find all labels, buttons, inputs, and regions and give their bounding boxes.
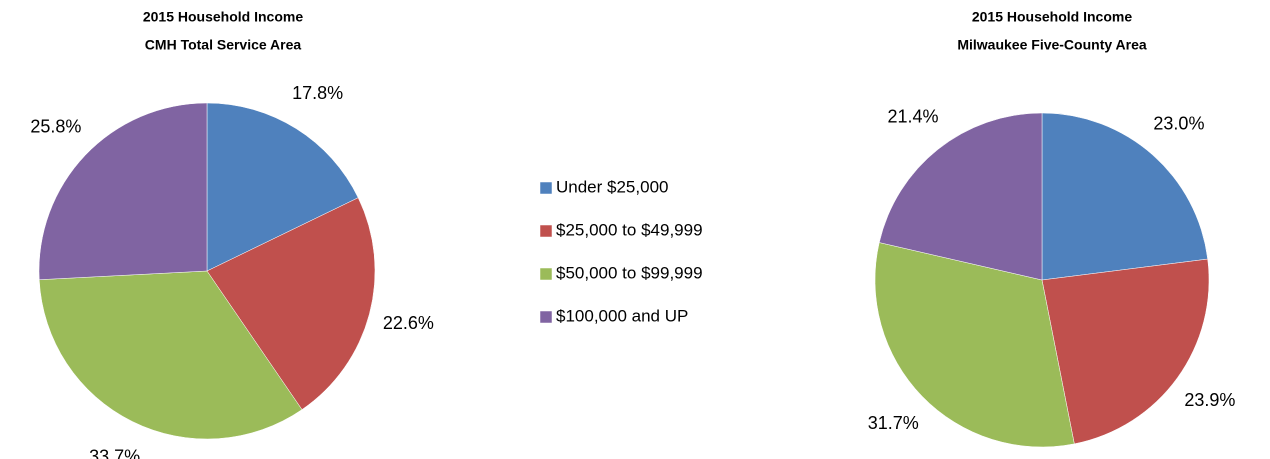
- pie-slice: [206, 102, 359, 272]
- pie-slice: [38, 102, 208, 280]
- legend-label: $25,000 to $49,999: [556, 220, 703, 239]
- chart-subtitle: CMH Total Service Area: [145, 37, 302, 53]
- data-label: 21.4%: [888, 107, 939, 127]
- chart-title: 2015 Household Income: [143, 9, 303, 25]
- pie-slice: [878, 112, 1043, 281]
- data-label: 25.8%: [30, 116, 81, 136]
- legend-label: Under $25,000: [556, 177, 668, 196]
- pie-slice: [1041, 112, 1208, 281]
- chart-subtitle: Milwaukee Five-County Area: [957, 37, 1147, 53]
- data-label: 17.8%: [292, 83, 343, 103]
- legend-swatch: [539, 224, 553, 238]
- legend-swatch: [539, 181, 553, 195]
- chart-title: 2015 Household Income: [972, 9, 1132, 25]
- pie-slice: [1041, 258, 1210, 445]
- pie-slice: [874, 242, 1075, 448]
- pie-slice: [206, 197, 376, 410]
- data-label: 23.0%: [1153, 113, 1204, 133]
- legend-label: $100,000 and UP: [556, 306, 688, 325]
- data-label: 33.7%: [89, 446, 140, 459]
- legend-label: $50,000 to $99,999: [556, 263, 703, 282]
- data-label: 31.7%: [868, 413, 919, 433]
- legend-swatch: [539, 267, 553, 281]
- pie-slice: [38, 270, 303, 440]
- data-label: 23.9%: [1184, 390, 1235, 410]
- data-label: 22.6%: [383, 313, 434, 333]
- legend-swatch: [539, 310, 553, 324]
